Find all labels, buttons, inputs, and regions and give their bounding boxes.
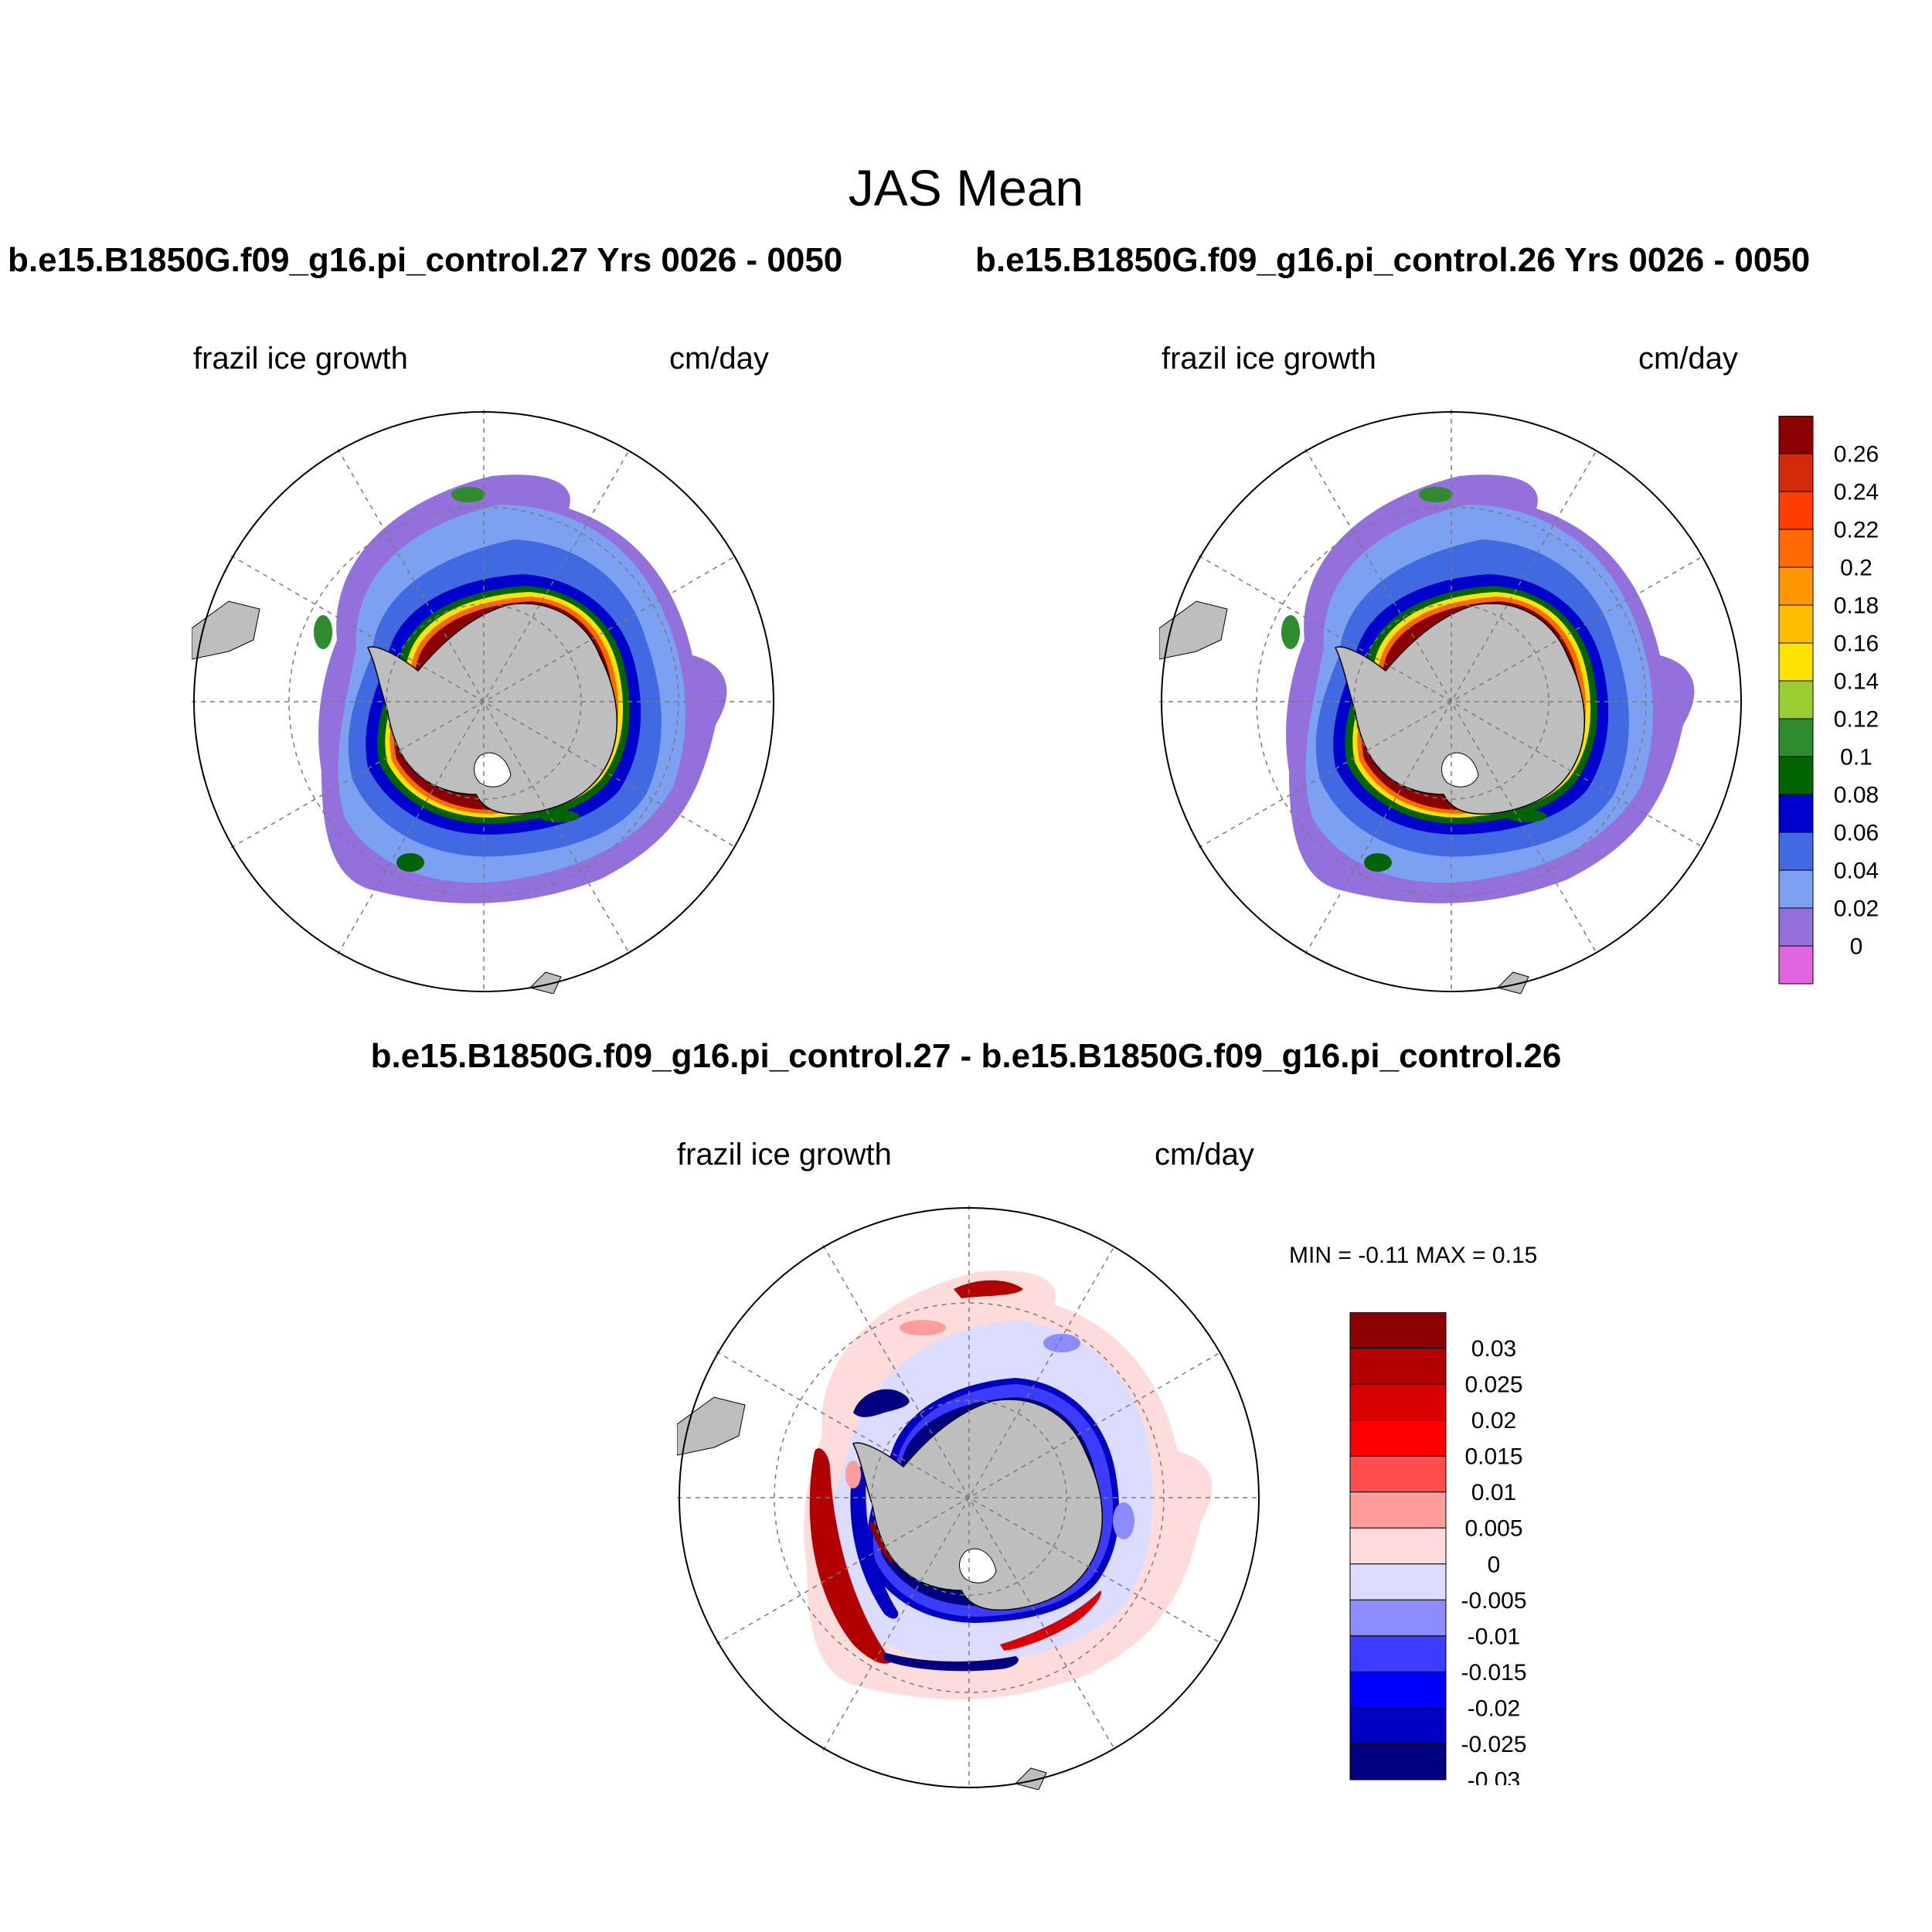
absolute-colorbar-tick-label: 0.22 bbox=[1834, 518, 1879, 543]
absolute-colorbar-swatch bbox=[1778, 491, 1814, 530]
panel1-small-features bbox=[314, 487, 580, 872]
difference-colorbar-tick-label: 0 bbox=[1488, 1552, 1501, 1577]
difference-colorbar-tick-label: -0.005 bbox=[1461, 1588, 1526, 1614]
panel2-map-border bbox=[1161, 411, 1742, 992]
panel1-continents bbox=[192, 600, 562, 994]
panel1-ross-ice-shelf bbox=[474, 752, 512, 787]
absolute-colorbar-tick-label: 0.16 bbox=[1834, 631, 1879, 657]
difference-colorbar-tick-label: 0.025 bbox=[1464, 1372, 1522, 1398]
panel3-antarctica bbox=[852, 1399, 1104, 1611]
absolute-colorbar-tick-label: 0.24 bbox=[1834, 480, 1879, 505]
difference-colorbar: 0.03 0.025 0.02 0.015 0.01 0.005 0 -0.005 -0.01 -… bbox=[1349, 1312, 1527, 1786]
absolute-colorbar-tick-label: 0.08 bbox=[1834, 783, 1879, 808]
difference-colorbar-swatch bbox=[1349, 1527, 1447, 1565]
panel3-map-border bbox=[679, 1207, 1260, 1788]
absolute-colorbar-tick-label: 0.18 bbox=[1834, 594, 1879, 619]
max-label: MAX = bbox=[1415, 1243, 1486, 1268]
difference-colorbar-tick-label: 0.01 bbox=[1471, 1480, 1516, 1505]
panel2-graticule bbox=[1159, 410, 1743, 994]
difference-colorbar-swatch bbox=[1349, 1635, 1447, 1672]
difference-colorbar-swatch bbox=[1349, 1599, 1447, 1637]
absolute-colorbar-swatch bbox=[1778, 529, 1814, 568]
panel1-antarctica bbox=[366, 603, 618, 815]
absolute-colorbar-swatch bbox=[1778, 907, 1814, 947]
panel1-graticule bbox=[192, 410, 776, 994]
difference-colorbar-swatch bbox=[1349, 1492, 1447, 1529]
difference-colorbar-swatch bbox=[1349, 1707, 1447, 1744]
absolute-colorbar-swatch bbox=[1778, 794, 1814, 833]
max-value: 0.15 bbox=[1492, 1243, 1538, 1268]
absolute-colorbar-swatch bbox=[1778, 869, 1814, 909]
panel2-small-features bbox=[1281, 487, 1547, 872]
panel3-difference-map bbox=[677, 1206, 1261, 1790]
absolute-colorbar-swatch bbox=[1778, 756, 1814, 795]
difference-colorbar-tick-label: -0.02 bbox=[1468, 1696, 1520, 1721]
difference-colorbar-tick-label: 0.03 bbox=[1471, 1336, 1516, 1362]
difference-colorbar-tick-label: 0.005 bbox=[1464, 1516, 1522, 1542]
absolute-colorbar-tick-label: 0.12 bbox=[1834, 707, 1879, 733]
panel3-diff-title: b.e15.B1850G.f09_g16.pi_control.27 - b.e… bbox=[370, 1037, 1562, 1075]
panel1-polar-map bbox=[192, 410, 776, 994]
panel2-case-title: b.e15.B1850G.f09_g16.pi_control.26 Yrs 0… bbox=[975, 241, 1811, 279]
panel3-graticule bbox=[677, 1206, 1261, 1790]
absolute-colorbar-swatch bbox=[1778, 604, 1814, 644]
panel2-units-label: cm/day bbox=[1638, 342, 1738, 376]
absolute-colorbar-tick-label: 0.1 bbox=[1840, 745, 1872, 770]
min-value: -0.11 bbox=[1358, 1243, 1410, 1268]
panel2-variable-label: frazil ice growth bbox=[1162, 342, 1376, 376]
panel3-units-label: cm/day bbox=[1155, 1138, 1254, 1172]
difference-colorbar-swatch bbox=[1349, 1563, 1447, 1600]
difference-colorbar-swatch bbox=[1349, 1348, 1447, 1385]
absolute-colorbar-tick-label: 0.02 bbox=[1834, 896, 1879, 922]
panel2-polar-map bbox=[1159, 410, 1743, 994]
absolute-colorbar-tick-label: 0.06 bbox=[1834, 821, 1879, 846]
difference-colorbar-swatch bbox=[1349, 1312, 1447, 1349]
panel1-case-title: b.e15.B1850G.f09_g16.pi_control.27 Yrs 0… bbox=[8, 241, 843, 279]
panel1-variable-label: frazil ice growth bbox=[193, 342, 408, 376]
absolute-colorbar-tick-label: 0.04 bbox=[1834, 859, 1879, 884]
absolute-colorbar-swatch bbox=[1778, 680, 1814, 719]
absolute-colorbar-tick-label: 0.2 bbox=[1840, 556, 1872, 581]
figure-title: JAS Mean bbox=[848, 159, 1084, 216]
difference-colorbar-tick-label: -0.025 bbox=[1461, 1732, 1526, 1757]
difference-colorbar-swatch bbox=[1349, 1383, 1447, 1421]
panel3-continents bbox=[677, 1396, 1047, 1790]
difference-colorbar-swatch bbox=[1349, 1420, 1447, 1457]
difference-colorbar-tick-label: 0.015 bbox=[1464, 1444, 1522, 1470]
panel2-ross-ice-shelf bbox=[1441, 752, 1479, 787]
absolute-colorbar-tick-label: 0.14 bbox=[1834, 669, 1879, 695]
min-label: MIN = bbox=[1289, 1243, 1352, 1268]
difference-colorbar-tick-label: -0.01 bbox=[1468, 1624, 1520, 1649]
absolute-colorbar-swatch bbox=[1778, 566, 1814, 606]
panel2-continents bbox=[1159, 600, 1529, 994]
absolute-colorbar: 0.26 0.24 0.22 0.2 0.18 0.16 0.14 0.12 0.1 0.08 0.… bbox=[1778, 416, 1879, 985]
difference-colorbar-tick-label: -0.015 bbox=[1461, 1660, 1526, 1685]
difference-colorbar-swatch bbox=[1349, 1743, 1447, 1781]
min-max-readout: MIN = -0.11 MAX = 0.15 bbox=[1289, 1243, 1537, 1269]
absolute-colorbar-swatch bbox=[1778, 832, 1814, 871]
difference-colorbar-swatch bbox=[1349, 1671, 1447, 1709]
panel1-units-label: cm/day bbox=[669, 342, 769, 376]
difference-colorbar-tick-label: -0.03 bbox=[1468, 1768, 1520, 1786]
difference-colorbar-tick-label: 0.02 bbox=[1471, 1408, 1516, 1434]
panel2-antarctica bbox=[1334, 603, 1586, 815]
panel1-map-border bbox=[193, 411, 774, 992]
panel3-ross-ice-shelf bbox=[959, 1548, 997, 1583]
absolute-colorbar-swatch bbox=[1778, 453, 1814, 492]
absolute-colorbar-swatch bbox=[1778, 718, 1814, 757]
absolute-colorbar-swatch bbox=[1778, 416, 1814, 454]
absolute-colorbar-tick-label: 0.26 bbox=[1834, 442, 1879, 468]
absolute-colorbar-tick-label: 0 bbox=[1850, 934, 1863, 960]
absolute-colorbar-swatch bbox=[1778, 945, 1814, 985]
absolute-colorbar-swatch bbox=[1778, 642, 1814, 682]
panel3-variable-label: frazil ice growth bbox=[677, 1138, 892, 1172]
difference-colorbar-swatch bbox=[1349, 1455, 1447, 1493]
